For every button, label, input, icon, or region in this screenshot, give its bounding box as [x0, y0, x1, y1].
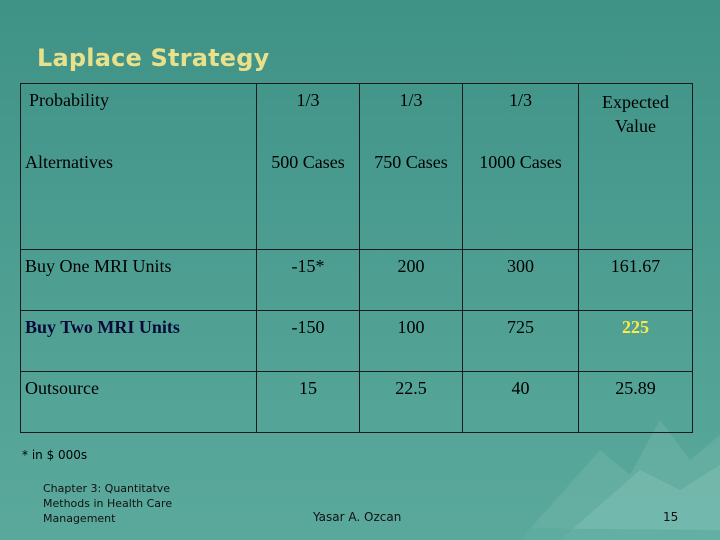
expected-value-label: Expected Value	[602, 92, 669, 136]
cell-value: 725	[507, 317, 534, 337]
expected-value-highlight: 225	[622, 317, 649, 337]
cell-value: -150	[291, 317, 325, 337]
scenario-cell-1: 1/3 500 Cases	[256, 83, 360, 250]
expected-value: 161.67	[610, 256, 661, 276]
scenario-label: 1000 Cases	[479, 152, 562, 172]
cell-value: 300	[507, 256, 534, 276]
table-row: Buy Two MRI Units -150 100 725 225	[20, 310, 693, 372]
scenario-cell-2: 1/3 750 Cases	[359, 83, 463, 250]
probability-value: 1/3	[508, 90, 532, 110]
author-footer: Yasar A. Ozcan	[313, 510, 402, 524]
scenario-label: 750 Cases	[374, 152, 448, 172]
cell-value: 100	[397, 317, 425, 337]
chapter-footer: Chapter 3: Quantitatve Methods in Health…	[43, 482, 173, 525]
header-label-cell: Probability Alternatives	[20, 83, 257, 250]
table-row: Outsource 15 22.5 40 25.89	[20, 371, 693, 433]
decision-table: Probability Alternatives 1/3 500 Cases 1…	[20, 83, 693, 433]
probability-value: 1/3	[399, 90, 423, 110]
expected-value: 25.89	[615, 378, 656, 398]
cell-value: 22.5	[395, 378, 427, 398]
cell-value: 40	[511, 378, 530, 398]
scenario-cell-3: 1/3 1000 Cases	[462, 83, 579, 250]
probability-value: 1/3	[296, 90, 320, 110]
alternatives-label: Alternatives	[25, 152, 113, 172]
footnote: * in $ 000s	[22, 448, 88, 462]
probability-label: Probability	[29, 90, 109, 110]
cell-value: 200	[397, 256, 425, 276]
row-label: Buy Two MRI Units	[25, 317, 180, 337]
row-label: Outsource	[25, 378, 99, 398]
row-label: Buy One MRI Units	[25, 256, 172, 276]
scenario-label: 500 Cases	[271, 152, 345, 172]
table-row: Buy One MRI Units -15* 200 300 161.67	[20, 249, 693, 311]
page-number: 15	[663, 510, 679, 524]
expected-value-header: Expected Value	[578, 83, 693, 250]
cell-value: -15*	[291, 256, 325, 276]
cell-value: 15	[299, 378, 317, 398]
slide-title: Laplace Strategy	[37, 44, 270, 72]
mountain-background	[0, 420, 720, 540]
